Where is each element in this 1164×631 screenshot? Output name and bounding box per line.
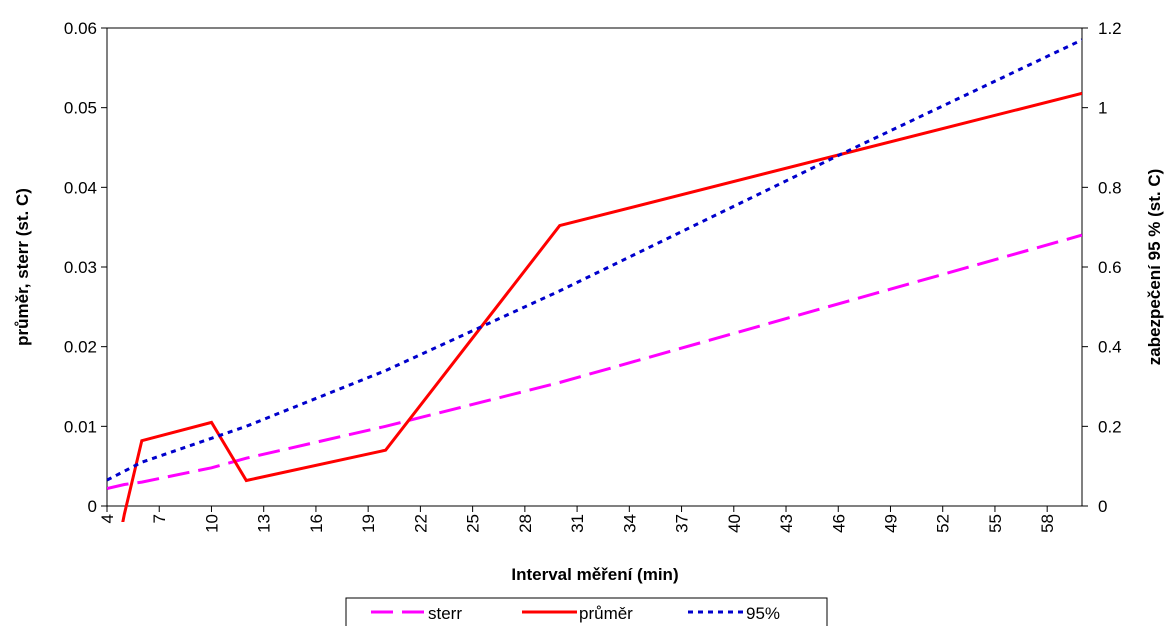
x-tick-label: 43 xyxy=(777,514,796,533)
x-tick-label: 55 xyxy=(986,514,1005,533)
series-layer xyxy=(107,38,1082,522)
y2-tick-label: 0.4 xyxy=(1098,338,1122,357)
x-tick-label: 31 xyxy=(568,514,587,533)
y-tick-label: 0.03 xyxy=(64,258,97,277)
y2-axis-title: zabezpečení 95 % (st. C) xyxy=(1145,169,1164,366)
y-tick-label: 0 xyxy=(88,497,97,516)
x-tick-label: 34 xyxy=(620,514,639,533)
x-tick-label: 52 xyxy=(934,514,953,533)
series-line-0 xyxy=(107,233,1082,490)
x-tick-label: 16 xyxy=(307,514,326,533)
y2-axis-ticks: 0 0.2 0.4 0.6 0.8 1 1.2 xyxy=(1082,19,1122,516)
x-tick-label: 13 xyxy=(255,514,274,533)
x-tick-label: 49 xyxy=(881,514,900,533)
x-axis-title: Interval měření (min) xyxy=(511,565,678,584)
y-tick-label: 0.06 xyxy=(64,19,97,38)
y2-tick-label: 0.6 xyxy=(1098,258,1122,277)
y-tick-label: 0.04 xyxy=(64,178,97,197)
y-tick-label: 0.05 xyxy=(64,99,97,118)
y2-tick-label: 0.8 xyxy=(1098,178,1122,197)
series-line-1 xyxy=(121,91,1082,522)
x-tick-label: 7 xyxy=(150,514,169,523)
x-tick-label: 37 xyxy=(673,514,692,533)
legend-box xyxy=(345,597,828,629)
y2-tick-label: 1.2 xyxy=(1098,19,1122,38)
x-tick-label: 10 xyxy=(202,514,221,533)
y2-tick-label: 0 xyxy=(1098,497,1107,516)
legend-label-95: 95% xyxy=(746,604,780,623)
series-line-2 xyxy=(107,38,1082,482)
x-tick-label: 58 xyxy=(1038,514,1057,533)
legend-label-sterr: sterr xyxy=(428,604,462,623)
y2-tick-label: 1 xyxy=(1098,99,1107,118)
plot-area xyxy=(106,27,1083,507)
x-tick-label: 19 xyxy=(359,514,378,533)
y-tick-label: 0.02 xyxy=(64,338,97,357)
y2-tick-label: 0.2 xyxy=(1098,417,1122,436)
legend: sterr průměr 95% xyxy=(345,597,828,629)
x-tick-label: 40 xyxy=(725,514,744,533)
x-tick-label: 25 xyxy=(464,514,483,533)
y-axis-ticks: 0 0.01 0.02 0.03 0.04 0.05 0.06 xyxy=(64,19,107,516)
x-tick-label: 28 xyxy=(516,514,535,533)
x-axis-ticks: 4 7 10 13 16 19 22 25 28 31 34 37 40 43 46 49 52 55 58 xyxy=(98,506,1057,533)
y-tick-label: 0.01 xyxy=(64,417,97,436)
x-tick-label: 4 xyxy=(98,514,117,523)
legend-label-prumer: průměr xyxy=(579,604,633,623)
x-tick-label: 46 xyxy=(829,514,848,533)
x-tick-label: 22 xyxy=(411,514,430,533)
y-axis-title: průměr, sterr (st. C) xyxy=(13,188,32,346)
